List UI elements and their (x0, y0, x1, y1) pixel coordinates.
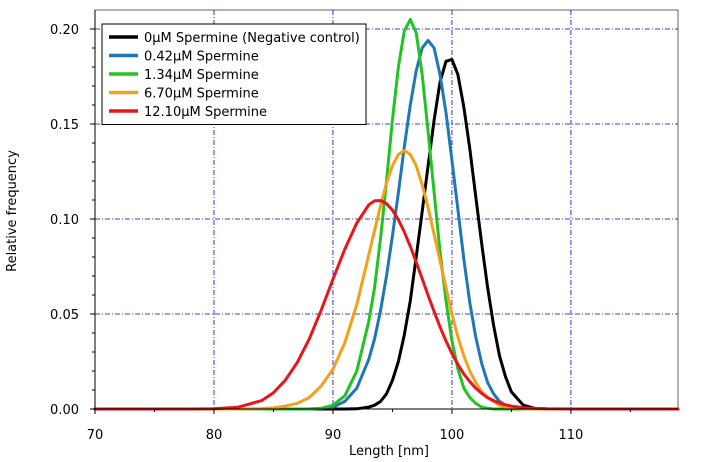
legend-label: 1.34μM Spermine (144, 68, 259, 83)
series-line-5 (93, 199, 680, 411)
y-tick-label: 0.00 (50, 403, 79, 418)
axes: 70 80 90 100 110 0.00 0.05 0.10 0.15 0.20 (50, 10, 678, 443)
x-tick-label: 90 (325, 428, 342, 443)
legend-label: 12.10μM Spermine (144, 105, 267, 120)
x-axis-title: Length [nm] (349, 444, 429, 459)
y-tick-label: 0.10 (50, 213, 79, 228)
y-axis-title: Relative frequency (5, 150, 20, 272)
y-tick-label: 0.20 (50, 23, 79, 38)
series-line-4 (93, 149, 680, 411)
legend-label: 0μM Spermine (Negative control) (144, 31, 360, 46)
legend-box (101, 23, 367, 125)
x-tick-label: 70 (87, 428, 104, 443)
x-tick-label: 100 (440, 428, 465, 443)
series-lines (93, 18, 680, 411)
x-tick-label: 80 (206, 428, 223, 443)
y-tick-label: 0.05 (50, 308, 79, 323)
legend-label: 0.42μM Spermine (144, 50, 259, 65)
y-tick-label: 0.15 (50, 118, 79, 133)
legend: 0μM Spermine (Negative control) 0.42μM Sp… (101, 23, 367, 125)
x-tick-label: 110 (559, 428, 584, 443)
legend-label: 6.70μM Spermine (144, 87, 259, 102)
